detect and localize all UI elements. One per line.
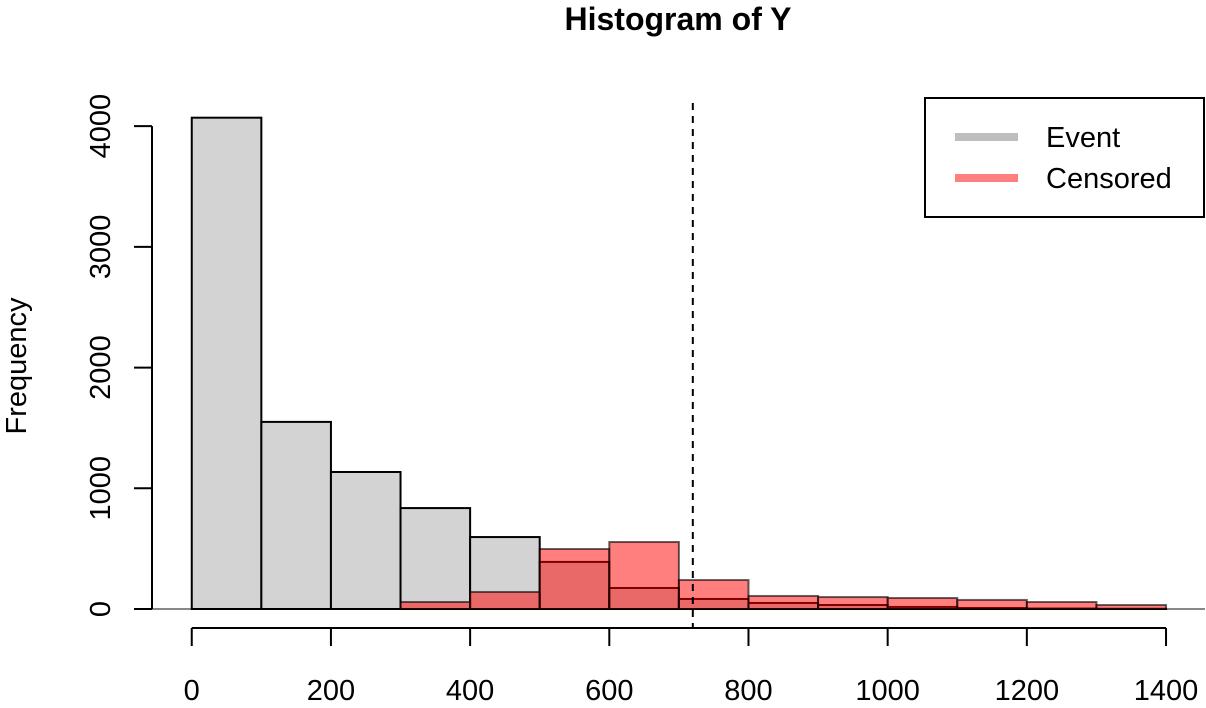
histogram-bar <box>818 597 888 609</box>
y-tick-label: 2000 <box>85 335 117 400</box>
y-tick-label: 4000 <box>85 94 117 159</box>
x-tick-label: 600 <box>585 675 633 703</box>
y-axis-label: Frequency <box>1 297 33 435</box>
histogram-bar <box>888 598 958 609</box>
legend-box <box>925 98 1204 217</box>
histogram-bar <box>401 508 471 609</box>
x-tick-label: 0 <box>184 675 200 703</box>
chart-title: Histogram of Y <box>565 1 792 37</box>
y-tick-label: 0 <box>85 601 117 617</box>
x-tick-label: 1400 <box>1134 675 1199 703</box>
histogram-bar <box>192 118 262 609</box>
histogram-bar <box>609 542 679 609</box>
legend-label: Censored <box>1046 163 1172 195</box>
y-tick-label: 1000 <box>85 456 117 521</box>
histogram-bar <box>540 549 610 609</box>
histogram-bar <box>957 600 1027 609</box>
histogram-bar <box>748 596 818 609</box>
histogram-bar <box>1027 602 1097 609</box>
x-tick-label: 1200 <box>995 675 1060 703</box>
x-tick-label: 200 <box>307 675 355 703</box>
x-tick-label: 1000 <box>855 675 920 703</box>
legend-label: Event <box>1046 122 1120 154</box>
histogram-bar <box>1096 605 1166 609</box>
y-tick-label: 3000 <box>85 215 117 280</box>
x-tick-label: 400 <box>446 675 494 703</box>
histogram-bar <box>331 472 401 609</box>
histogram-bar <box>470 592 540 609</box>
histogram-bar <box>261 422 331 609</box>
x-tick-label: 800 <box>724 675 772 703</box>
histogram-bar <box>679 580 749 609</box>
histogram-bar <box>401 602 471 609</box>
